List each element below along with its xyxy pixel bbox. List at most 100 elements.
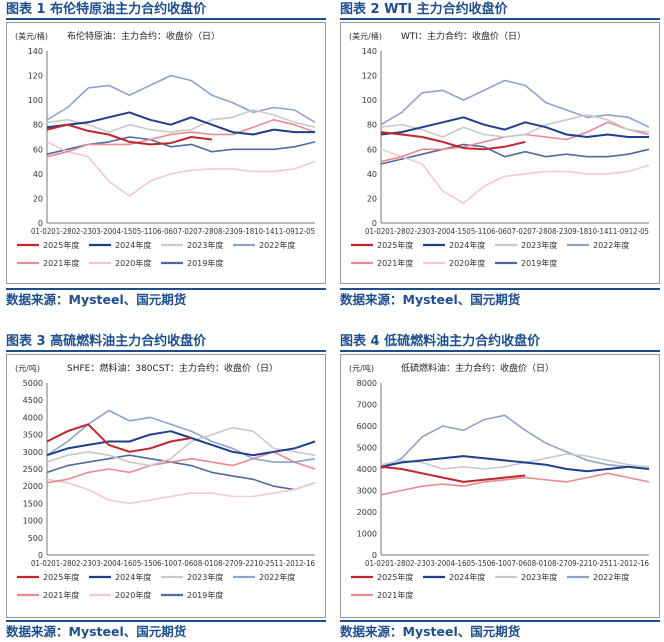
- legend-entry: 2021年度: [377, 258, 413, 268]
- series-line: [46, 423, 192, 453]
- y-tick-label: 4000: [23, 413, 43, 422]
- y-tick-label: 40: [33, 170, 43, 179]
- y-tick-label: 0: [38, 219, 43, 228]
- y-tick-label: 2500: [23, 465, 43, 474]
- series-line: [46, 74, 316, 123]
- series-line: [380, 472, 650, 496]
- series-line: [380, 131, 526, 151]
- y-axis-label: (美元/桶): [349, 31, 382, 41]
- y-axis-label: (元/吨): [15, 363, 40, 373]
- legend-entry: 2022年度: [593, 572, 629, 582]
- series-line: [380, 148, 650, 205]
- y-tick-label: 0: [372, 219, 377, 228]
- legend-entry: 2021年度: [377, 590, 413, 600]
- series-line: [380, 79, 650, 128]
- y-tick-label: 0: [372, 551, 377, 560]
- legend-entry: 2025年度: [43, 240, 79, 250]
- legend-entry: 2025年度: [43, 572, 79, 582]
- y-tick-label: 7000: [357, 401, 377, 410]
- legend-entry: 2023年度: [521, 240, 557, 250]
- y-tick-label: 1000: [357, 530, 377, 539]
- series-line: [46, 109, 316, 133]
- series-line: [46, 111, 315, 136]
- chart-panel-4: 图表 4 低硫燃料油主力合约收盘价 (元/吨) 低硫燃料油：主力合约：收盘价（日）…: [340, 332, 660, 641]
- series-line: [380, 114, 650, 138]
- x-tick-labels: 01-0201-2802-2303-2004-1505-1106-0607-02…: [365, 227, 649, 236]
- y-tick-label: 2000: [357, 508, 377, 517]
- y-tick-label: 120: [28, 72, 43, 81]
- line-chart: (元/吨) SHFE：燃料油：380CST：主力合约：收盘价（日） 0 500 1000…: [15, 362, 316, 600]
- series-line: [46, 119, 316, 158]
- y-tick-label: 0: [38, 551, 43, 560]
- legend-entry: 2020年度: [449, 258, 485, 268]
- series-line: [380, 143, 650, 165]
- y-tick-label: 2000: [23, 482, 43, 491]
- series-line: [46, 409, 316, 463]
- y-tick-label: 20: [33, 194, 43, 203]
- chart-panel-2: 图表 2 WTI 主力合约收盘价 (美元/桶) WTI：主力合约：收盘价（日） 0 2…: [340, 0, 660, 318]
- legend-entry: 2021年度: [43, 590, 79, 600]
- chart-panel-3: 图表 3 高硫燃料油主力合约收盘价 (元/吨) SHFE：燃料油：380CST：主…: [6, 332, 326, 641]
- panel-title: 图表 1 布伦特原油主力合约收盘价: [6, 0, 326, 20]
- series-line: [380, 116, 649, 138]
- legend-entry: 2019年度: [187, 590, 223, 600]
- y-tick-label: 20: [367, 194, 377, 203]
- chart-frame: (元/吨) 低硫燃料油：主力合约：收盘价（日） 0 1000 2000 3000 4000 5…: [340, 354, 660, 618]
- series-line: [46, 123, 213, 146]
- chart-subtitle: WTI：主力合约：收盘价（日）: [401, 30, 526, 42]
- legend-entry: 2019年度: [521, 258, 557, 268]
- series-line: [46, 426, 316, 467]
- y-tick-label: 100: [362, 96, 377, 105]
- y-tick-label: 140: [362, 47, 377, 56]
- series-line: [380, 455, 650, 473]
- legend-entry: 2024年度: [115, 240, 151, 250]
- chart-subtitle: 低硫燃料油：主力合约：收盘价（日）: [401, 362, 554, 374]
- y-tick-label: 8000: [357, 379, 377, 388]
- legend-entry: 2025年度: [377, 240, 413, 250]
- y-tick-label: 80: [367, 121, 377, 130]
- chart-frame: (元/吨) SHFE：燃料油：380CST：主力合约：收盘价（日） 0 500 1000…: [6, 354, 326, 618]
- y-tick-label: 80: [33, 121, 43, 130]
- panel-title: 图表 3 高硫燃料油主力合约收盘价: [6, 332, 326, 352]
- y-tick-label: 1500: [23, 499, 43, 508]
- y-tick-label: 5000: [23, 379, 43, 388]
- legend-entry: 2025年度: [377, 572, 413, 582]
- legend-entry: 2023年度: [187, 240, 223, 250]
- legend-entry: 2019年度: [187, 258, 223, 268]
- source-note: 数据来源：Mysteel、国元期货: [6, 288, 326, 308]
- line-chart: (美元/桶) WTI：主力合约：收盘价（日） 0 20 40 60 80 100 120 140 0…: [349, 30, 650, 268]
- line-chart: (元/吨) 低硫燃料油：主力合约：收盘价（日） 0 1000 2000 3000 4000 5…: [349, 362, 650, 600]
- y-tick-label: 4500: [23, 396, 43, 405]
- chart-subtitle: SHFE：燃料油：380CST：主力合约：收盘价（日）: [67, 362, 278, 374]
- legend-entry: 2023年度: [521, 572, 557, 582]
- y-tick-label: 1000: [23, 517, 43, 526]
- y-axis-label: (元/吨): [349, 363, 374, 373]
- series-line: [380, 414, 650, 470]
- series-line: [46, 430, 316, 457]
- legend-entry: 2022年度: [259, 240, 295, 250]
- panel-title: 图表 4 低硫燃料油主力合约收盘价: [340, 332, 660, 352]
- y-tick-label: 5000: [357, 444, 377, 453]
- line-chart: (美元/桶) 布伦特原油：主力合约：收盘价（日） 0 20 40 60 80 100 120 14…: [15, 30, 316, 268]
- legend-entry: 2023年度: [187, 572, 223, 582]
- y-tick-label: 120: [362, 72, 377, 81]
- source-note: 数据来源：Mysteel、国元期货: [6, 620, 326, 640]
- y-tick-label: 60: [33, 145, 43, 154]
- x-tick-labels: 01-0201-2802-2303-2004-1605-1506-1007-06…: [365, 559, 649, 568]
- legend-entry: 2022年度: [259, 572, 295, 582]
- series-line: [46, 454, 316, 491]
- legend-entry: 2024年度: [449, 572, 485, 582]
- series-line: [380, 465, 526, 483]
- chart-panel-1: 图表 1 布伦特原油主力合约收盘价 (美元/桶) 布伦特原油：主力合约：收盘价（日…: [6, 0, 326, 318]
- y-tick-label: 100: [28, 96, 43, 105]
- chart-frame: (美元/桶) 布伦特原油：主力合约：收盘价（日） 0 20 40 60 80 100 120 14…: [6, 22, 326, 284]
- legend-entry: 2021年度: [43, 258, 79, 268]
- source-note: 数据来源：Mysteel、国元期货: [340, 288, 660, 308]
- panel-title: 图表 2 WTI 主力合约收盘价: [340, 0, 660, 20]
- series-line: [46, 451, 316, 484]
- legend-entry: 2024年度: [449, 240, 485, 250]
- chart-frame: (美元/桶) WTI：主力合约：收盘价（日） 0 20 40 60 80 100 120 140 0…: [340, 22, 660, 284]
- legend-entry: 2024年度: [115, 572, 151, 582]
- x-tick-labels: 01-0201-2802-2303-2004-1505-1106-0607-02…: [31, 227, 315, 236]
- y-tick-label: 3500: [23, 431, 43, 440]
